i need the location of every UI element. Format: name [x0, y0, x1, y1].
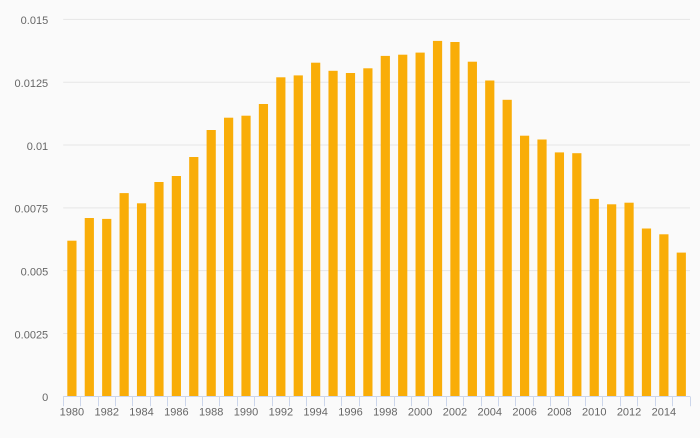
svg-text:2010: 2010: [582, 406, 606, 418]
svg-text:0.015: 0.015: [21, 15, 49, 27]
svg-text:1992: 1992: [269, 406, 293, 418]
svg-text:2004: 2004: [478, 406, 502, 418]
svg-text:2008: 2008: [547, 406, 571, 418]
svg-text:2002: 2002: [443, 406, 467, 418]
svg-text:0.0125: 0.0125: [15, 78, 49, 90]
svg-text:2000: 2000: [408, 406, 432, 418]
svg-text:1998: 1998: [373, 406, 397, 418]
svg-text:0: 0: [42, 392, 48, 404]
svg-text:1990: 1990: [234, 406, 258, 418]
svg-text:2006: 2006: [512, 406, 536, 418]
svg-text:1986: 1986: [164, 406, 188, 418]
svg-text:1988: 1988: [199, 406, 223, 418]
svg-text:0.0075: 0.0075: [15, 204, 49, 216]
svg-text:0.0025: 0.0025: [15, 329, 49, 341]
svg-text:2012: 2012: [617, 406, 641, 418]
svg-text:1984: 1984: [129, 406, 153, 418]
svg-text:0.005: 0.005: [21, 267, 49, 279]
svg-text:2014: 2014: [652, 406, 676, 418]
svg-text:1982: 1982: [94, 406, 118, 418]
svg-text:1980: 1980: [60, 406, 84, 418]
svg-text:1994: 1994: [303, 406, 327, 418]
svg-text:1996: 1996: [338, 406, 362, 418]
svg-text:0.01: 0.01: [27, 141, 48, 153]
